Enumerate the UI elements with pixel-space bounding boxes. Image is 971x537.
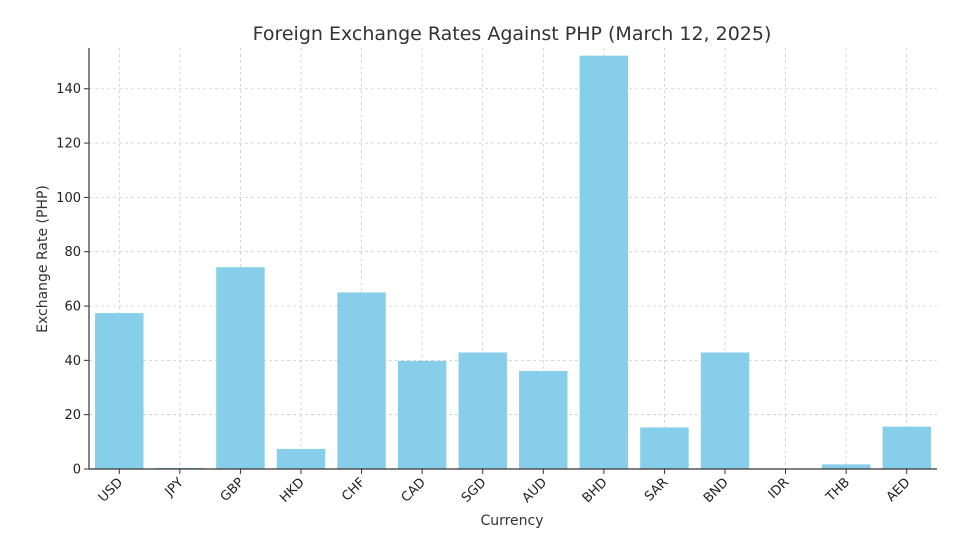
bar-aed bbox=[882, 426, 931, 469]
bar-cad bbox=[397, 360, 447, 469]
bar-sgd bbox=[458, 352, 507, 469]
x-tick-label: SGD bbox=[459, 475, 490, 506]
x-tick-label: BHD bbox=[580, 475, 611, 506]
x-tick-label: JPY bbox=[162, 475, 187, 500]
bar-chf bbox=[337, 292, 386, 469]
y-tick-label: 60 bbox=[64, 300, 81, 315]
x-tick-label: HKD bbox=[277, 475, 308, 506]
x-tick-label: USD bbox=[96, 475, 126, 505]
bar-bhd bbox=[579, 55, 629, 469]
y-tick-label: 80 bbox=[64, 245, 81, 260]
y-axis-label: Exchange Rate (PHP) bbox=[35, 185, 51, 333]
chart-title: Foreign Exchange Rates Against PHP (Marc… bbox=[253, 23, 772, 45]
bar-usd bbox=[95, 313, 144, 469]
y-tick-label: 120 bbox=[56, 137, 81, 152]
x-tick-label: CHF bbox=[339, 475, 368, 504]
x-tick-label: IDR bbox=[766, 475, 793, 502]
x-tick-label: AED bbox=[884, 475, 914, 505]
bar-gbp bbox=[216, 267, 265, 469]
x-tick-label: BND bbox=[701, 475, 732, 506]
bar-hkd bbox=[276, 448, 326, 469]
bar-sar bbox=[640, 427, 689, 469]
x-tick-label: CAD bbox=[399, 475, 429, 505]
y-tick-label: 0 bbox=[73, 463, 81, 478]
y-axis: 0 20 40 60 80 100 120 140 bbox=[56, 48, 90, 478]
y-tick-label: 20 bbox=[64, 408, 81, 423]
x-tick-label: SAR bbox=[642, 475, 671, 504]
bar-aud bbox=[519, 370, 568, 469]
bar-bnd bbox=[700, 352, 750, 469]
bars bbox=[95, 55, 931, 469]
bar-thb bbox=[821, 464, 871, 469]
x-axis-label: Currency bbox=[480, 513, 543, 529]
x-axis: USD JPY GBP HKD CHF CAD SGD AUD BHD SAR BND IDR THB A… bbox=[89, 468, 937, 506]
x-tick-label: GBP bbox=[218, 475, 248, 505]
y-tick-label: 140 bbox=[56, 82, 81, 97]
y-tick-label: 40 bbox=[64, 354, 81, 369]
x-tick-label: THB bbox=[823, 475, 853, 505]
x-tick-label: AUD bbox=[519, 475, 550, 506]
y-tick-label: 100 bbox=[56, 191, 81, 206]
